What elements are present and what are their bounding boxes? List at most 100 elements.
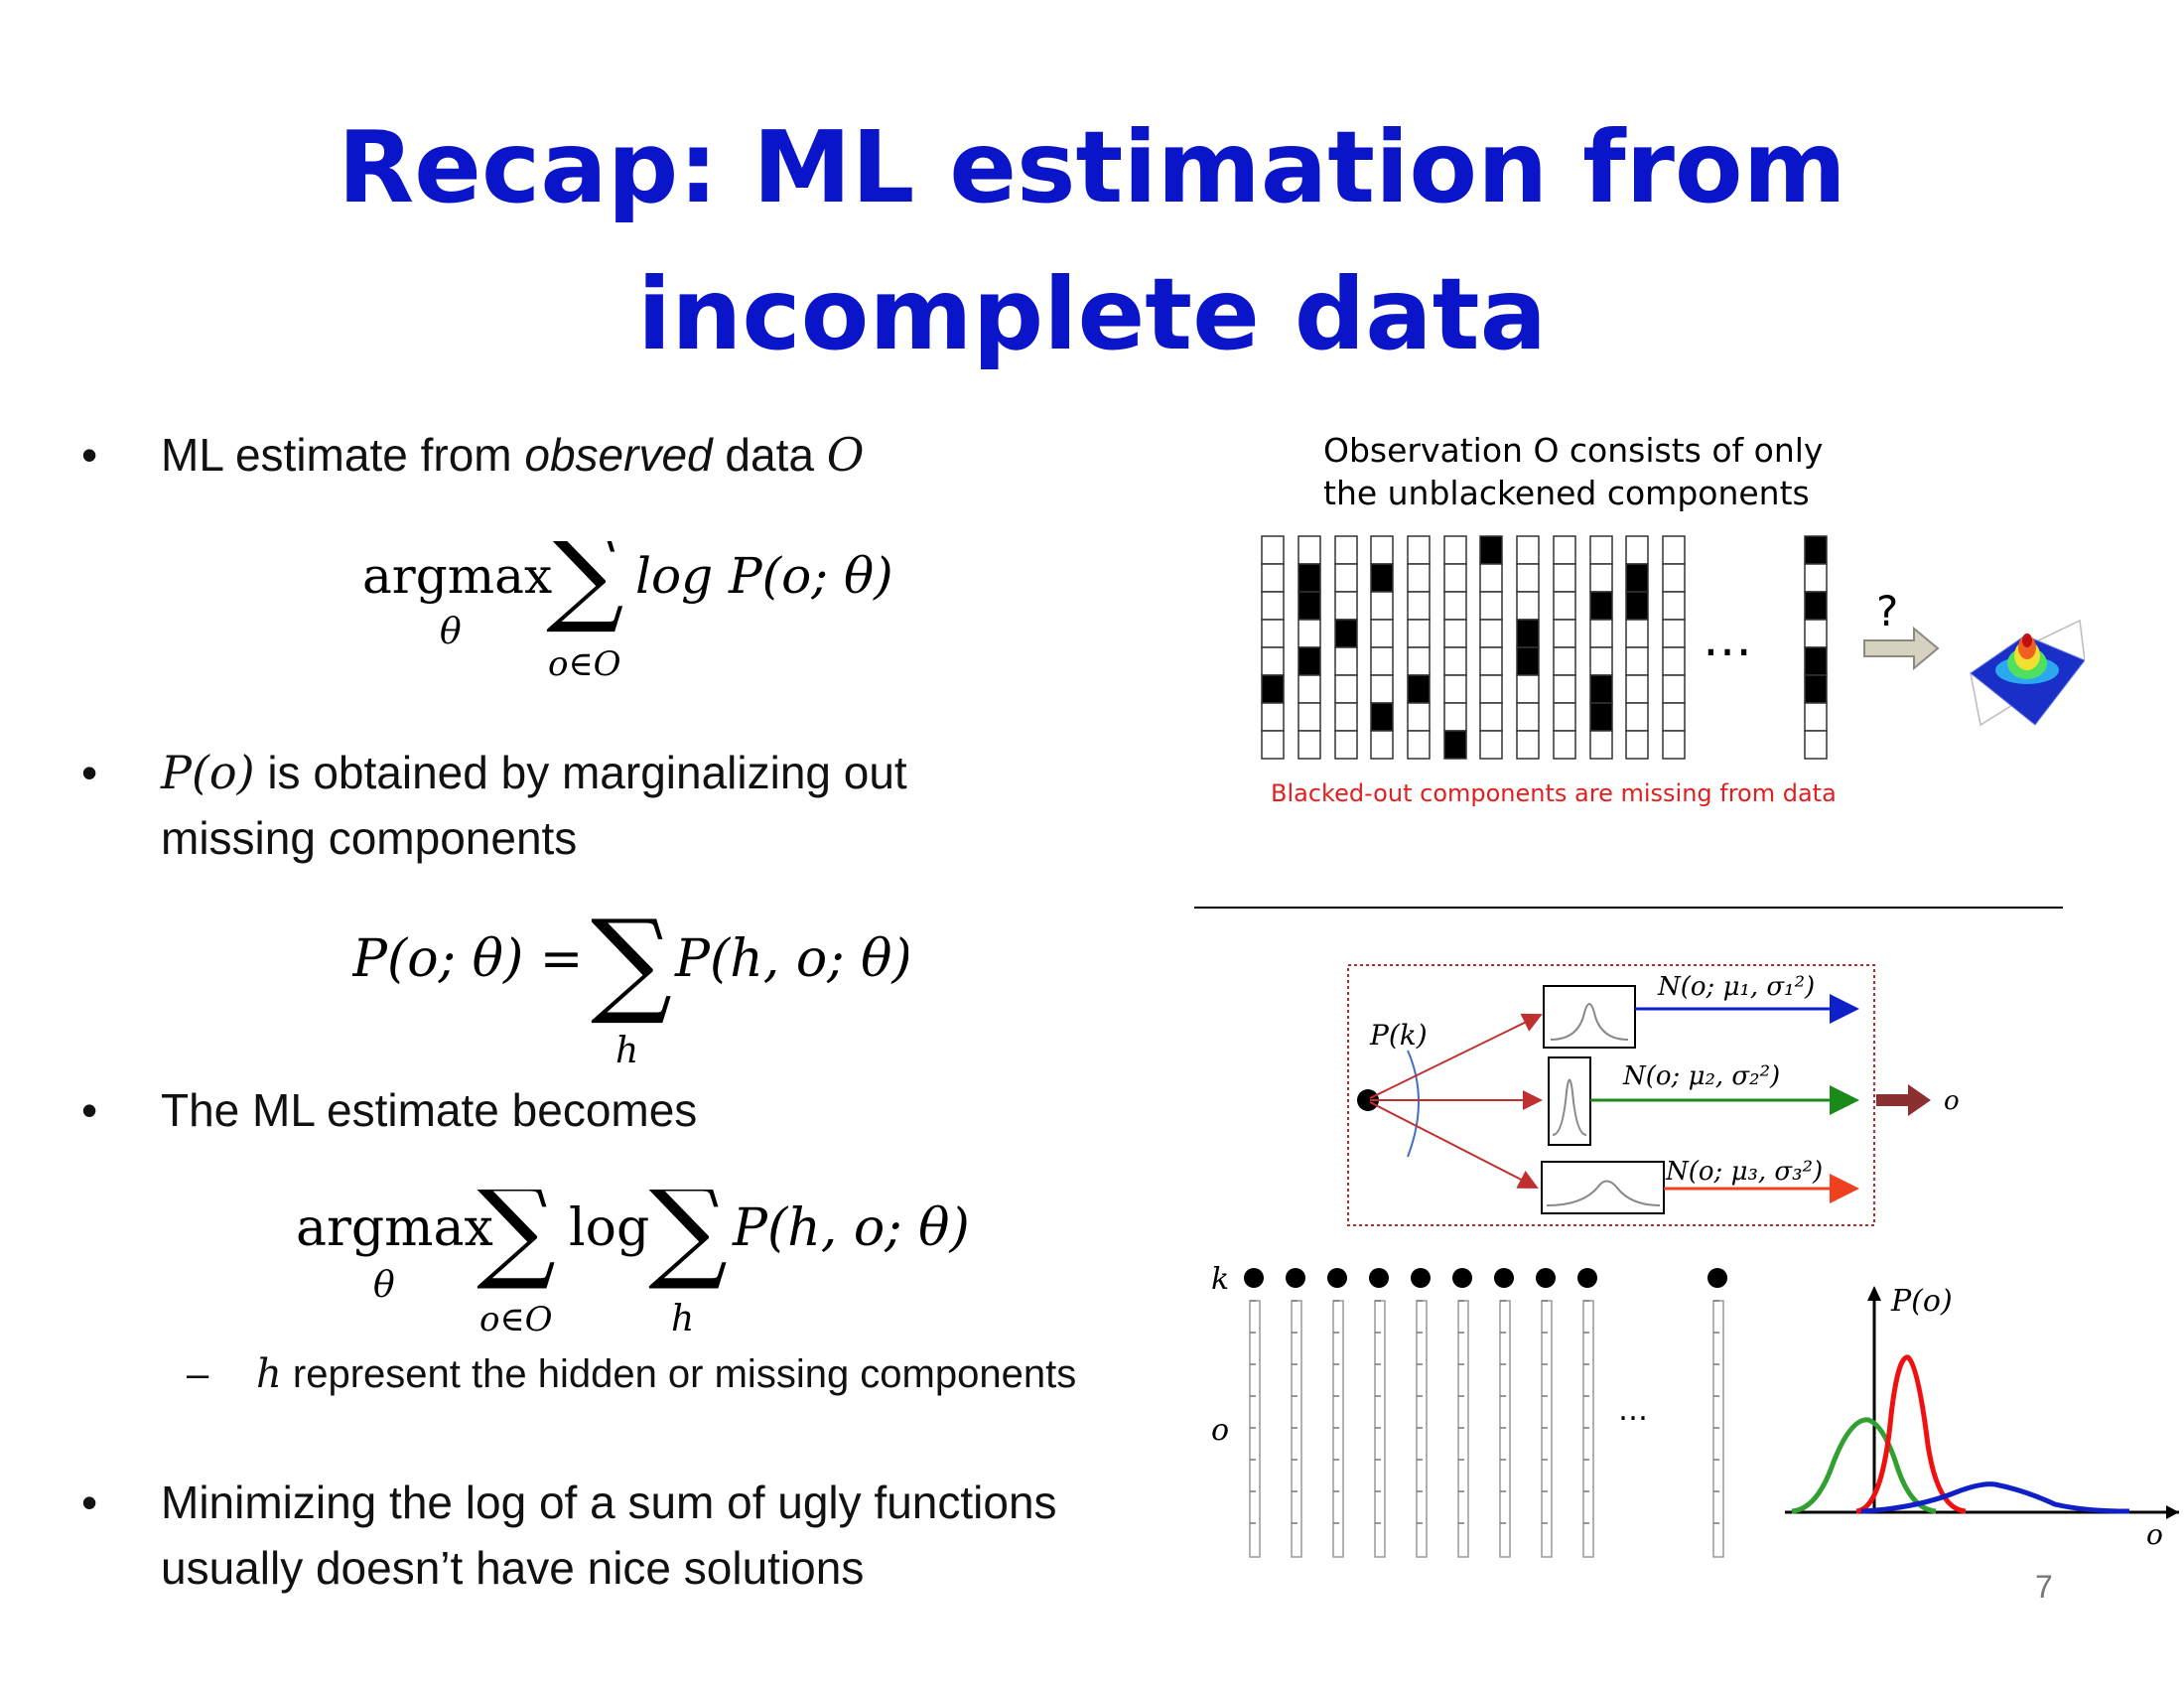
observation-cell <box>1261 730 1285 760</box>
observation-cell <box>1625 730 1649 760</box>
o-column <box>1712 1300 1724 1558</box>
observation-cell <box>1516 646 1540 676</box>
n3-label: N(o; μ₃, σ₃²) <box>1665 1157 1823 1187</box>
observation-cell <box>1334 702 1358 732</box>
observation-cell <box>1443 535 1467 565</box>
o-column <box>1332 1300 1344 1558</box>
observation-cell <box>1589 646 1613 676</box>
n2-label: N(o; μ₂, σ₂²) <box>1622 1061 1780 1091</box>
observation-cell <box>1334 674 1358 704</box>
observation-cell <box>1516 535 1540 565</box>
observation-cell <box>1261 674 1285 704</box>
density-plot: P(o) o <box>1785 1284 2179 1551</box>
eq2-sum-sub: h <box>615 1031 638 1071</box>
eq3-argmax-sub: θ <box>373 1265 395 1306</box>
observation-cell <box>1443 674 1467 704</box>
observation-cell <box>1407 563 1431 593</box>
selection-arc <box>1407 1050 1420 1158</box>
eq1-sum: ∑ <box>546 541 624 636</box>
bullet-text: Minimizing the log of a sum of ugly func… <box>161 1477 1057 1528</box>
o-column <box>1582 1300 1594 1558</box>
observation-cell <box>1662 702 1686 732</box>
sub-bullet-text: represent the hidden or missing componen… <box>281 1352 1077 1396</box>
observation-cell <box>1334 591 1358 621</box>
observation-cell <box>1625 535 1649 565</box>
caption-line-2: the unblackened components <box>1323 474 1810 512</box>
observation-cell <box>1479 563 1503 593</box>
sub-bullet-variable: h <box>256 1351 282 1397</box>
observation-cell <box>1443 702 1467 732</box>
samples-ellipsis: … <box>1618 1393 1648 1428</box>
bullet-dot: • <box>81 747 98 798</box>
bullet-observed-data: • ML estimate from observed data O <box>81 422 864 488</box>
observation-cell <box>1553 563 1576 593</box>
observation-cell <box>1261 563 1285 593</box>
caption-line-1: Observation O consists of only <box>1323 431 1823 470</box>
eq3-argmax: argmax <box>296 1198 493 1258</box>
k-axis-label: k <box>1211 1262 1229 1297</box>
observation-cell <box>1804 674 1828 704</box>
missing-caption: Blacked-out components are missing from … <box>1271 779 1837 807</box>
observation-cell <box>1479 730 1503 760</box>
observation-cell <box>1589 563 1613 593</box>
equation-argmax-log: argmax θ ∑ o∈O log P(o; θ) <box>362 509 918 690</box>
equation-marginal: P(o; θ) = ∑ h P(h, o; θ) <box>351 896 912 1072</box>
k-dot <box>1411 1268 1431 1288</box>
observation-cell <box>1334 619 1358 648</box>
observation-cell <box>1443 730 1467 760</box>
observation-cell <box>1553 730 1576 760</box>
observation-cell <box>1297 535 1321 565</box>
o-column <box>1374 1300 1386 1558</box>
gaussian-box-3 <box>1541 1161 1665 1214</box>
eq3-sum-2-sub: h <box>671 1299 694 1338</box>
observation-cell <box>1625 591 1649 621</box>
bullet-text: ML estimate from <box>161 429 525 481</box>
observation-cell <box>1370 702 1394 732</box>
sub-bullet-hidden: – h represent the hidden or missing comp… <box>187 1347 1077 1401</box>
observation-cell <box>1553 535 1576 565</box>
observation-cell <box>1261 535 1285 565</box>
observation-cell <box>1479 619 1503 648</box>
mixture-box <box>1347 964 1875 1226</box>
observation-cell <box>1662 591 1686 621</box>
observation-cell <box>1407 646 1431 676</box>
green-density-curve <box>1791 1417 1937 1514</box>
figure-incomplete-observations: Observation O consists of only the unbla… <box>1241 427 2086 824</box>
observation-cell <box>1443 591 1467 621</box>
observation-cell <box>1625 702 1649 732</box>
bullet-minimizing: • Minimizing the log of a sum of ugly fu… <box>81 1470 1057 1601</box>
bullet-dot: • <box>81 1084 98 1136</box>
observation-cell <box>1804 646 1828 676</box>
observation-cell <box>1261 591 1285 621</box>
bullet-text: data <box>712 429 827 481</box>
eq3-log: log <box>569 1198 649 1258</box>
eq1-sum-sub: o∈O <box>548 644 621 684</box>
observation-cell <box>1407 702 1431 732</box>
bullet-marginalizing: • P(o) is obtained by marginalizing out … <box>81 740 907 871</box>
figure-mixture-model: P(k) N(o; μ₁, σ₁²) N(o; μ₂, σ₂²) N(o; μ₃… <box>1330 953 1966 1236</box>
o-column <box>1291 1300 1302 1558</box>
eq3-body: P(h, o; θ) <box>732 1198 970 1258</box>
observation-cell <box>1625 619 1649 648</box>
eq1-argmax-sub: θ <box>440 612 462 652</box>
observation-cell <box>1516 619 1540 648</box>
pk-label: P(k) <box>1369 1019 1428 1052</box>
observation-cell <box>1553 702 1576 732</box>
eq3-sum-2: ∑ <box>648 1190 728 1294</box>
gaussian-box-2 <box>1548 1056 1591 1146</box>
k-dot <box>1244 1268 1264 1288</box>
px-label: o <box>2146 1518 2163 1551</box>
observation-cell <box>1625 563 1649 593</box>
o-column <box>1541 1300 1553 1558</box>
k-dot <box>1494 1268 1514 1288</box>
sub-bullet-dash: – <box>187 1352 209 1396</box>
observation-cell <box>1804 730 1828 760</box>
o-axis-label: o <box>1211 1413 1229 1448</box>
observation-cell <box>1516 730 1540 760</box>
equation-argmax-log-sum: argmax θ ∑ o∈O log ∑ h P(h, o; θ) <box>296 1165 971 1339</box>
observation-cell <box>1407 535 1431 565</box>
observation-cell <box>1297 591 1321 621</box>
bullet-variable: P(o) <box>161 746 255 799</box>
observation-cell <box>1553 619 1576 648</box>
observation-cell <box>1370 591 1394 621</box>
